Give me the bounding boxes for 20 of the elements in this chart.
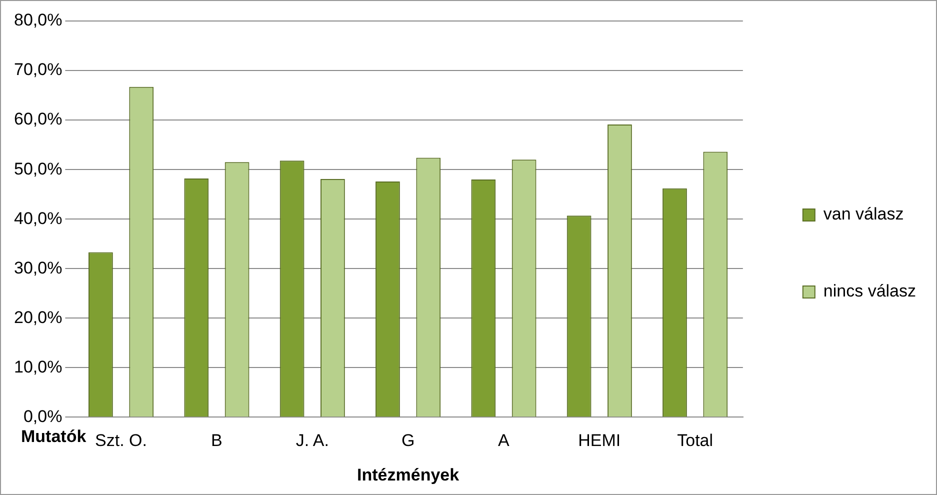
x-tick-label: B xyxy=(211,431,222,450)
y-tick-label: 50,0% xyxy=(14,159,62,178)
x-tick-label: J. A. xyxy=(296,431,329,450)
y-tick-label: 30,0% xyxy=(14,258,62,278)
y-tick-label: 60,0% xyxy=(14,110,62,129)
x-tick-label: G xyxy=(401,431,415,450)
x-tick-label: Total xyxy=(677,431,714,450)
x-tick-label: A xyxy=(498,431,510,450)
y-tick-label: 10,0% xyxy=(14,357,62,376)
y-tick-label: 80,0% xyxy=(14,10,62,30)
legend-label: nincs válasz xyxy=(823,282,916,301)
y-tick-label: 0,0% xyxy=(23,406,62,426)
x-axis-title: Intézmények xyxy=(357,465,460,484)
x-tick-label: Szt. O. xyxy=(95,431,148,450)
x-tick-label: HEMI xyxy=(578,431,621,450)
legend-label: van válasz xyxy=(823,204,904,224)
y-tick-label: 20,0% xyxy=(14,308,62,327)
y-tick-label: 70,0% xyxy=(14,60,62,80)
text: Mutatók xyxy=(21,426,87,446)
y-tick-label: 40,0% xyxy=(14,208,62,228)
